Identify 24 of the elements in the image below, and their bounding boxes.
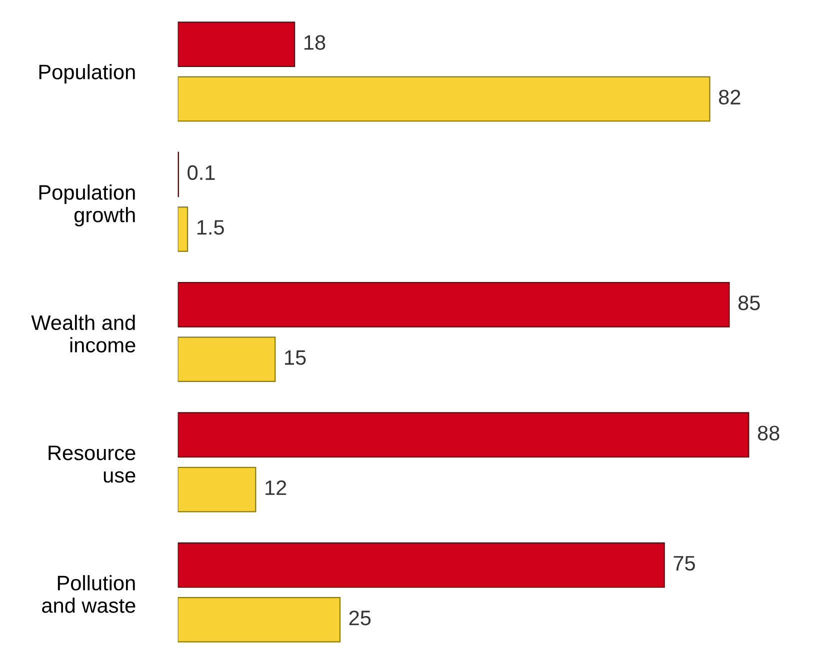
bar [178,597,341,642]
y-tick-label: Population [39,64,135,84]
bar [178,282,730,328]
y-tick-label: Resource use [48,446,136,483]
bar [178,412,750,458]
y-tick-label: Population growth [39,184,135,226]
y-tick-label: Pollution and waste [42,575,136,613]
data-label: 82 [718,90,740,105]
bar [178,206,188,252]
data-label: 18 [304,35,326,50]
bar [178,542,665,588]
data-label: 12 [266,480,286,495]
data-label: 25 [349,610,371,626]
data-label: 88 [758,426,780,440]
bar [178,466,256,512]
data-label: 85 [738,296,760,310]
bar [178,76,710,122]
bar [178,336,276,382]
data-label: 1.5 [197,220,224,235]
data-label: 0.1 [188,165,215,180]
bar [178,22,296,67]
data-label: 15 [285,350,306,365]
y-tick-label: Wealth and income [31,314,136,352]
data-label: 75 [674,556,695,571]
